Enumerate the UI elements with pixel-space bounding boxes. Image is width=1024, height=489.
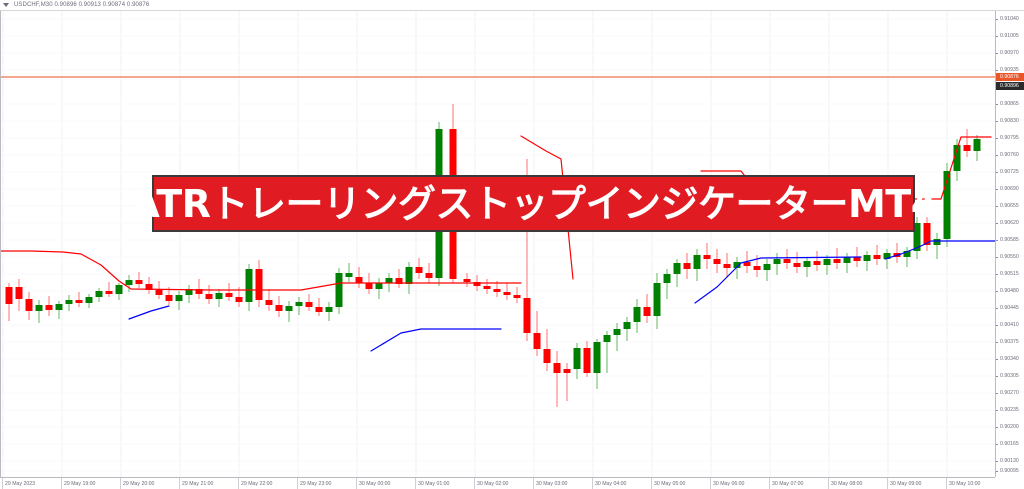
price-tick: 0.90585: [996, 236, 1019, 244]
chart-plot-area[interactable]: [0, 11, 996, 477]
time-tick: 30 May 03:00: [536, 481, 568, 487]
price-tick: 0.90760: [996, 151, 1019, 159]
price-tick: 0.90270: [996, 389, 1019, 397]
price-tick: 0.91040: [996, 15, 1019, 23]
price-tick: 0.90445: [996, 304, 1019, 312]
price-tick: 0.90375: [996, 338, 1019, 346]
time-tick: 30 May 06:00: [713, 481, 745, 487]
time-tick: 30 May 10:00: [949, 481, 981, 487]
price-tick: 0.91005: [996, 32, 1019, 40]
time-tick-separator: [887, 478, 888, 489]
time-tick: 30 May 09:00: [890, 481, 922, 487]
time-tick: 30 May 05:00: [654, 481, 686, 487]
time-tick-separator: [474, 478, 475, 489]
price-tick: 0.90305: [996, 372, 1019, 380]
time-tick-separator: [710, 478, 711, 489]
price-tick: 0.90340: [996, 355, 1019, 363]
chart-info-bar: USDCHF,M30 0.90896 0.90913 0.90874 0.908…: [0, 0, 1024, 11]
ask-price-label: 0.90896: [996, 82, 1024, 90]
price-tick: 0.90165: [996, 440, 1019, 448]
caret-down-icon[interactable]: [3, 3, 9, 7]
symbol-ohlc-label: USDCHF,M30 0.90896 0.90913 0.90874 0.908…: [14, 2, 150, 8]
time-tick: 30 May 04:00: [595, 481, 627, 487]
time-tick: 30 May 02:00: [477, 481, 509, 487]
candlestick-chart: [1, 11, 996, 477]
time-tick: 29 May 19:00: [64, 481, 96, 487]
time-tick-separator: [61, 478, 62, 489]
gridlines: [1, 11, 996, 477]
time-axis[interactable]: 29 May 2023 29 May 19:00 29 May 20:00 29 Ma…: [0, 477, 1024, 489]
time-tick-separator: [179, 478, 180, 489]
atr-trailing-stop-series: [1, 135, 996, 352]
time-tick-separator: [946, 478, 947, 489]
price-axis[interactable]: 0.910400.910050.909700.909350.909000.908…: [995, 11, 1024, 477]
time-tick-separator: [2, 478, 3, 489]
price-tick: 0.90235: [996, 406, 1019, 414]
time-tick: 30 May 07:00: [772, 481, 804, 487]
time-tick-separator: [297, 478, 298, 489]
time-tick-separator: [533, 478, 534, 489]
price-tick: 0.90725: [996, 168, 1019, 176]
time-tick: 29 May 23:00: [300, 481, 332, 487]
price-tick: 0.90935: [996, 66, 1019, 74]
price-tick: 0.90515: [996, 270, 1019, 278]
price-tick: 0.90095: [996, 467, 1019, 475]
time-tick: 29 May 21:00: [182, 481, 214, 487]
title-banner: ATRトレーリングストップインジケーターMT4: [130, 175, 937, 232]
price-tick: 0.90410: [996, 321, 1019, 329]
axis-corner: [995, 477, 1024, 489]
time-tick-separator: [828, 478, 829, 489]
time-tick: 30 May 00:00: [359, 481, 391, 487]
price-tick: 0.90655: [996, 202, 1019, 210]
time-tick: 29 May 20:00: [123, 481, 155, 487]
time-tick: 29 May 22:00: [241, 481, 273, 487]
time-tick: 30 May 01:00: [418, 481, 450, 487]
price-tick: 0.90830: [996, 117, 1019, 125]
time-tick: 30 May 08:00: [831, 481, 863, 487]
time-tick: 29 May 2023: [5, 481, 35, 487]
time-tick-separator: [120, 478, 121, 489]
price-tick: 0.90620: [996, 219, 1019, 227]
time-tick-separator: [592, 478, 593, 489]
time-tick-separator: [769, 478, 770, 489]
price-tick: 0.90795: [996, 134, 1019, 142]
price-tick: 0.90970: [996, 49, 1019, 57]
time-tick-separator: [651, 478, 652, 489]
time-tick-separator: [415, 478, 416, 489]
bid-price-label: 0.90876: [996, 73, 1024, 81]
price-tick: 0.90550: [996, 253, 1019, 261]
candle-series: [5, 104, 981, 407]
price-tick: 0.90690: [996, 185, 1019, 193]
price-tick: 0.90865: [996, 100, 1019, 108]
time-tick-separator: [356, 478, 357, 489]
banner-title: ATRトレーリングストップインジケーターMT4: [130, 181, 937, 226]
price-tick: 0.90200: [996, 423, 1019, 431]
price-tick: 0.90130: [996, 457, 1019, 465]
time-tick-separator: [238, 478, 239, 489]
price-tick: 0.90480: [996, 287, 1019, 295]
